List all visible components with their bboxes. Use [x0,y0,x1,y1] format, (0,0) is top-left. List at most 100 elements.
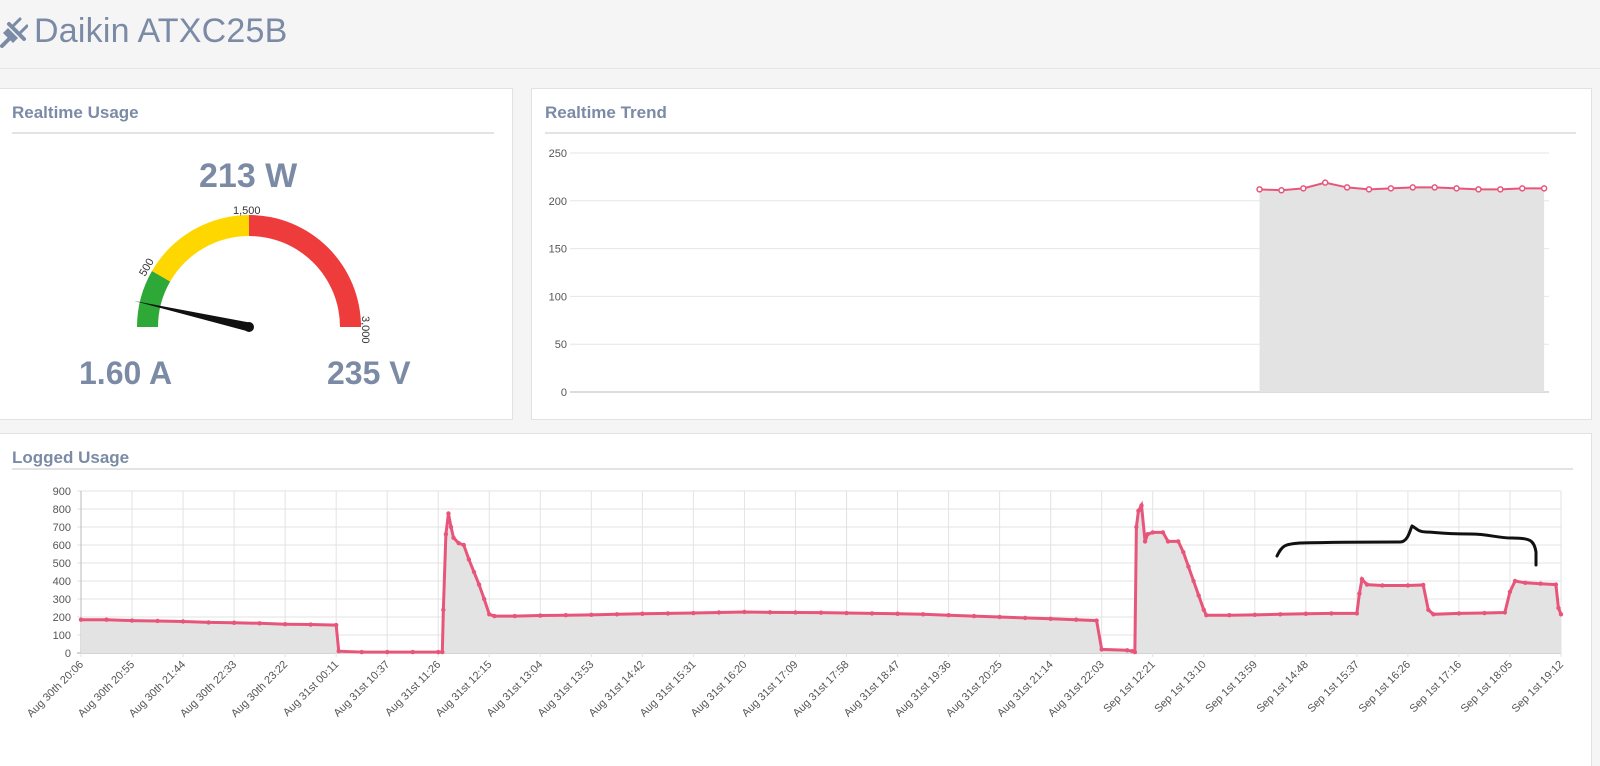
power-value: 213 W [199,157,298,195]
logged-point [614,612,620,617]
trend-point [1387,185,1395,192]
logged-point [1048,616,1053,621]
x-tick-label: Sep 1st 13:59 [1203,659,1259,715]
realtime-trend-title: Realtime Trend [545,103,667,122]
logged-point [1502,610,1508,615]
realtime-usage-title: Realtime Usage [12,103,139,122]
logged-point [104,617,109,622]
logged-point [1553,582,1559,587]
logged-point [410,649,415,655]
trend-point [1365,186,1373,193]
logged-point [563,613,569,618]
logged-point [538,613,543,618]
logged-point [869,611,875,616]
logged-usage-title: Logged Usage [12,448,130,467]
trend-point [1300,185,1307,192]
logged-point [640,611,645,616]
logged-point [742,609,747,615]
trend-point [1278,187,1285,194]
logged-point [971,613,977,619]
plug-icon [0,17,28,48]
y-tick-label: 0 [65,648,71,660]
logged-point [476,582,482,587]
logged-point [471,569,477,575]
logged-point [1150,530,1155,535]
logged-point [180,619,186,624]
trend-point [1540,185,1548,192]
logged-point [446,511,451,516]
logged-point [466,557,472,562]
trend-point [1453,185,1460,192]
logged-point [1357,591,1362,596]
x-tick-label: Sep 1st 14:48 [1254,659,1310,715]
y-tick-label: 500 [53,558,71,570]
logged-point [443,532,449,537]
page-title: Daikin ATXC25B [34,12,288,50]
logged-point [1538,581,1543,586]
logged-point [512,613,517,619]
y-tick-label: 600 [53,540,71,552]
logged-point [1359,577,1365,582]
logged-point [155,618,160,624]
logged-point [78,617,84,622]
logged-point [451,535,456,540]
logged-point [1125,648,1130,653]
realtime-usage-panel: Realtime Usage 213 W 500 1,500 3,000 1.6… [0,88,513,420]
logged-point [1136,508,1141,513]
y-tick-label: 100 [549,291,567,303]
gauge-band-green [137,271,171,327]
logged-point [1142,539,1148,544]
logged-point [1252,612,1257,618]
logged-point [589,612,594,618]
y-tick-label: 0 [561,387,567,399]
logged-point [946,613,951,618]
trend-point [1256,186,1263,193]
x-tick-label: Sep 1st 19:12 [1510,659,1566,715]
gauge-label-3000: 3,000 [359,316,371,344]
logged-area [81,505,1561,653]
y-tick-label: 400 [53,576,71,588]
logged-point [1558,612,1564,617]
gauge-needle [133,300,250,332]
logged-point [1482,610,1487,616]
y-tick-label: 250 [549,148,567,160]
logged-point [461,542,466,548]
logged-point [1556,605,1561,611]
page-header: Daikin ATXC25B [0,0,1600,69]
trend-line [1259,181,1545,192]
trend-point [1475,186,1482,193]
logged-point [1329,611,1334,616]
y-tick-label: 50 [555,339,567,351]
logged-point [844,610,849,616]
trend-point [1343,184,1351,191]
voltage-value: 235 V [327,355,411,391]
logged-point [1204,613,1209,618]
y-tick-label: 900 [53,486,71,498]
logged-point [481,596,487,602]
logged-point [1354,611,1360,616]
logged-point [1139,503,1144,508]
logged-point [333,622,339,628]
trend-point [1409,184,1417,191]
x-tick-label: Sep 1st 16:26 [1357,659,1413,715]
x-tick-label: Sep 1st 15:37 [1305,659,1361,715]
y-tick-label: 800 [53,504,71,516]
logged-point [1160,530,1166,535]
logged-point [1176,539,1181,544]
logged-point [487,612,492,617]
logged-point [359,649,364,655]
logged-point [1364,582,1370,587]
trend-point [1321,179,1329,186]
logged-point [308,622,313,627]
logged-point [818,610,824,615]
x-tick-label: Sep 1st 13:10 [1152,659,1208,715]
logged-point [1431,612,1436,617]
logged-point [1405,583,1411,588]
logged-point [1099,647,1104,652]
logged-point [895,611,900,616]
y-tick-label: 150 [549,244,567,256]
gauge-band-yellow [152,215,249,282]
logged-point [441,607,446,612]
logged-point [1303,611,1309,616]
